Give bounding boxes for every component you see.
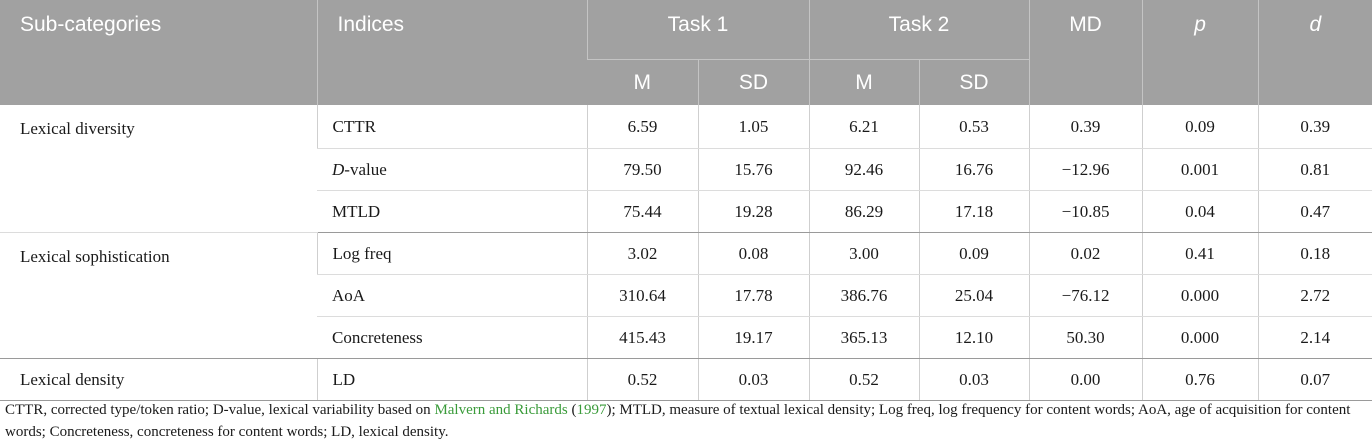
task1-m-cell: 79.50 (586, 148, 698, 191)
table-row: MTLD 75.44 19.28 86.29 17.18 −10.85 0.04… (0, 190, 1372, 233)
header-task1-sd: SD (697, 59, 810, 105)
header-task1-m: M (587, 59, 698, 105)
task2-sd-cell: 0.09 (918, 232, 1030, 275)
md-cell: −76.12 (1028, 274, 1143, 317)
task2-m-cell: 86.29 (808, 190, 920, 233)
index-cell: D-value (317, 148, 587, 191)
table-row: Lexical sophistication Log freq 3.02 0.0… (0, 232, 1372, 359)
index-cell: MTLD (317, 190, 587, 233)
header-task2-sd: SD (918, 59, 1030, 105)
md-cell: 0.39 (1028, 105, 1143, 149)
d-cell: 0.39 (1257, 105, 1372, 149)
results-table: Sub-categories Indices Task 1 Task 2 MD … (0, 0, 1372, 401)
category-cell: Lexical diversity (0, 105, 317, 233)
category-cell: Lexical sophistication (0, 232, 317, 359)
header-md: MD (1028, 0, 1143, 105)
task2-sd-cell: 0.03 (918, 358, 1030, 401)
task1-m-cell: 3.02 (586, 232, 698, 275)
task1-sd-cell: 19.17 (697, 316, 810, 359)
index-cell: Log freq (316, 232, 587, 275)
task2-sd-cell: 0.53 (918, 105, 1030, 149)
task2-m-cell: 0.52 (808, 358, 920, 401)
index-cell: LD (316, 358, 587, 401)
citation-link[interactable]: Malvern and Richards (434, 402, 568, 418)
task2-sd-cell: 12.10 (918, 316, 1030, 359)
task2-sd-cell: 17.18 (918, 190, 1030, 233)
md-cell: −10.85 (1028, 190, 1143, 233)
p-cell: 0.000 (1141, 316, 1259, 359)
category-cell: Lexical density (0, 358, 317, 401)
table-row: AoA 310.64 17.78 386.76 25.04 −76.12 0.0… (0, 274, 1372, 317)
table-row: D-value 79.50 15.76 92.46 16.76 −12.96 0… (0, 148, 1372, 191)
index-cell: AoA (317, 274, 587, 317)
header-d: d (1257, 0, 1372, 105)
task2-m-cell: 92.46 (808, 148, 920, 191)
header-sub-categories: Sub-categories (0, 0, 317, 105)
p-cell: 0.04 (1141, 190, 1259, 233)
table-footnote: CTTR, corrected type/token ratio; D-valu… (5, 402, 1351, 440)
task1-sd-cell: 0.03 (697, 358, 810, 401)
task2-sd-cell: 16.76 (918, 148, 1030, 191)
md-cell: −12.96 (1028, 148, 1143, 191)
d-cell: 0.07 (1257, 358, 1372, 401)
task2-m-cell: 6.21 (808, 105, 920, 149)
d-cell: 2.72 (1257, 274, 1372, 317)
d-cell: 0.18 (1257, 232, 1372, 275)
task1-m-cell: 6.59 (586, 105, 698, 149)
task2-m-cell: 386.76 (808, 274, 920, 317)
task1-sd-cell: 19.28 (697, 190, 810, 233)
table-row: Concreteness 415.43 19.17 365.13 12.10 5… (0, 316, 1372, 359)
d-cell: 0.47 (1257, 190, 1372, 233)
task1-m-cell: 75.44 (586, 190, 698, 233)
md-cell: 0.00 (1028, 358, 1143, 401)
header-task1: Task 1 (586, 0, 810, 60)
md-cell: 0.02 (1028, 232, 1143, 275)
task1-sd-cell: 15.76 (697, 148, 810, 191)
task1-sd-cell: 1.05 (697, 105, 810, 149)
header-p: p (1141, 0, 1259, 105)
task1-sd-cell: 0.08 (697, 232, 810, 275)
p-cell: 0.41 (1141, 232, 1259, 275)
task1-m-cell: 415.43 (586, 316, 698, 359)
header-indices: Indices (316, 0, 587, 105)
d-cell: 0.81 (1257, 148, 1372, 191)
task2-sd-cell: 25.04 (918, 274, 1030, 317)
citation-year-link[interactable]: 1997 (576, 402, 607, 418)
task2-m-cell: 3.00 (808, 232, 920, 275)
task2-m-cell: 365.13 (808, 316, 920, 359)
p-cell: 0.09 (1141, 105, 1259, 149)
d-cell: 2.14 (1257, 316, 1372, 359)
task1-m-cell: 0.52 (586, 358, 698, 401)
task1-sd-cell: 17.78 (697, 274, 810, 317)
table-row: Lexical density LD 0.52 0.03 0.52 0.03 0… (0, 358, 1372, 401)
index-cell: CTTR (316, 105, 587, 149)
header-task2-m: M (808, 59, 920, 105)
p-cell: 0.76 (1141, 358, 1259, 401)
index-cell: Concreteness (317, 316, 587, 359)
md-cell: 50.30 (1028, 316, 1143, 359)
p-cell: 0.000 (1141, 274, 1259, 317)
table-row: Lexical diversity CTTR 6.59 1.05 6.21 0.… (0, 105, 1372, 233)
task1-m-cell: 310.64 (586, 274, 698, 317)
p-cell: 0.001 (1141, 148, 1259, 191)
header-task2: Task 2 (808, 0, 1030, 60)
